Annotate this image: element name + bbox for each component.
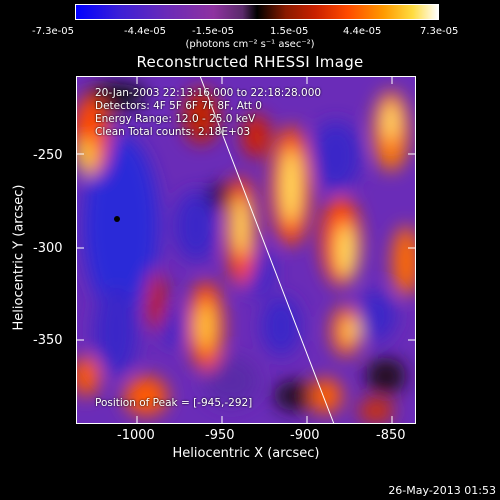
footer-timestamp: 26-May-2013 01:53 [388,484,496,497]
energy-range-label: Energy Range: 12.0 - 25.0 keV [95,113,256,125]
colorbar-tick-label: -4.4e-05 [124,26,166,37]
detectors-label: Detectors: 4F 5F 6F 7F 8F, Att 0 [95,100,262,112]
x-axis-title: Heliocentric X (arcsec) [172,446,320,461]
x-tick-label: -1000 [117,428,155,443]
colorbar-tick-label: 7.3e-05 [420,26,459,37]
x-tick-label: -900 [290,428,320,443]
colorbar-tick-label: -7.3e-05 [32,26,74,37]
y-tick-label: -250 [33,148,63,163]
colorbar-tick-label: -1.5e-05 [192,26,234,37]
peak-position-label: Position of Peak = [-945,-292] [95,397,253,409]
colorbar-tick-label: 4.4e-05 [343,26,382,37]
time-range-label: 20-Jan-2003 22:13:16.000 to 22:18:28.000 [95,87,322,99]
y-tick-label: -350 [33,333,63,348]
colorbar-tick-label: 1.5e-05 [270,26,309,37]
x-tick-label: -950 [205,428,235,443]
plot-frame [76,76,416,424]
solar-limb-line [199,76,335,424]
plot-area [76,76,416,424]
colorbar [75,4,439,20]
colorbar-unit-label: (photons cm⁻² s⁻¹ asec⁻²) [185,39,315,50]
plot-title: Reconstructed RHESSI Image [136,53,364,71]
y-tick-label: -300 [33,241,63,256]
x-tick-label: -850 [376,428,406,443]
peak-marker [114,216,120,222]
y-axis-title: Heliocentric Y (arcsec) [11,184,27,331]
clean-counts-label: Clean Total counts: 2.18E+03 [95,126,251,138]
axis-ticks [76,76,416,424]
rhessi-image [76,76,416,424]
